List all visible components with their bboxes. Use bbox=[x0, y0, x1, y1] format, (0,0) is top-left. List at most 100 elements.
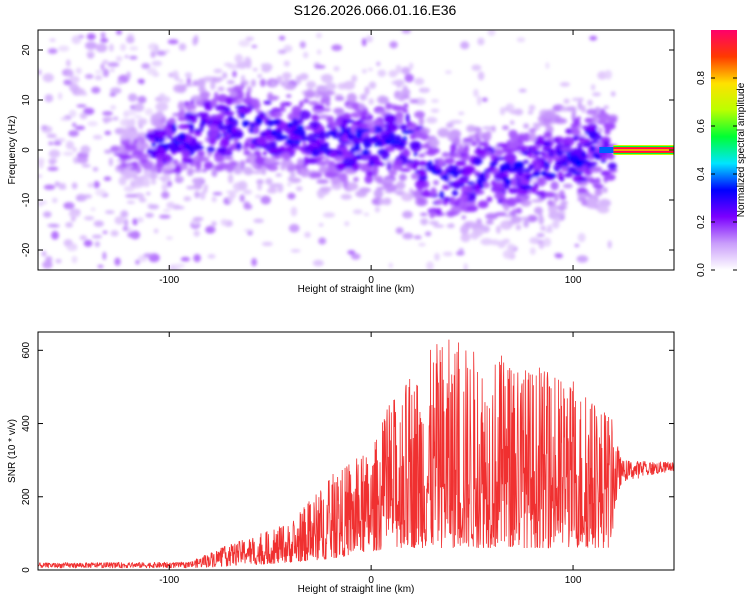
spectrogram-ridge-blob bbox=[577, 100, 582, 111]
spectrogram-ridge-blob bbox=[482, 126, 495, 130]
spectrogram-speckle bbox=[126, 200, 136, 204]
spectrogram-ridge-blob bbox=[527, 110, 534, 115]
spectrogram-ridge-blob bbox=[456, 151, 461, 159]
spectrogram-speckle bbox=[120, 210, 129, 218]
spectrogram-ridge-blob bbox=[550, 181, 559, 191]
spectrogram-ridge-blob bbox=[441, 152, 451, 158]
spectrogram-ridge-blob bbox=[203, 161, 214, 170]
spectrogram-ridge-blob bbox=[188, 129, 195, 134]
spectrogram-speckle bbox=[60, 117, 70, 121]
spectrogram-speckle bbox=[388, 262, 393, 269]
spectrogram-ridge-blob bbox=[438, 130, 450, 138]
spectrogram-speckle bbox=[220, 218, 228, 226]
spectrogram-ridge-blob bbox=[225, 190, 239, 194]
spectrogram-bright-spot bbox=[257, 118, 263, 124]
spectrogram-speckle bbox=[102, 116, 113, 122]
spectrogram-ridge-blob bbox=[166, 135, 173, 140]
spectrogram-ridge-blob bbox=[333, 66, 340, 72]
spectrogram-speckle bbox=[137, 95, 147, 104]
spectrogram-speckle bbox=[46, 133, 57, 139]
spectrogram-ridge-blob bbox=[303, 156, 309, 167]
spectrogram-ridge-blob bbox=[176, 176, 184, 182]
spectrogram-ridge-blob bbox=[517, 145, 529, 151]
spectrogram-ridge-blob bbox=[299, 100, 304, 108]
spectrogram-ridge-blob bbox=[260, 63, 272, 68]
spectrogram-ridge-blob bbox=[344, 188, 353, 192]
snr-series-line bbox=[38, 339, 674, 569]
spectrogram-bright-spot bbox=[384, 138, 390, 145]
spectrogram-ridge-blob bbox=[210, 80, 216, 90]
spectrogram-speckle bbox=[122, 226, 129, 231]
spectrogram-ridge-blob bbox=[146, 129, 154, 134]
spectrogram-speckle bbox=[331, 44, 343, 51]
spectrogram-speckle bbox=[161, 183, 168, 192]
spectrogram-speckle bbox=[47, 166, 59, 171]
spectrogram-ridge-blob bbox=[477, 200, 489, 209]
spectrogram-ridge-blob bbox=[529, 237, 540, 244]
spectrogram-ridge-blob bbox=[120, 140, 126, 145]
spectrogram-ridge-blob bbox=[178, 79, 184, 83]
spectrogram-ridge-blob bbox=[183, 101, 190, 106]
spectrogram-ridge-blob bbox=[120, 128, 131, 136]
spectrogram-ridge-blob bbox=[449, 120, 463, 124]
spectrogram-speckle bbox=[526, 215, 538, 223]
spectrogram-ridge-blob bbox=[455, 160, 467, 167]
spectrogram-ridge-blob bbox=[313, 104, 325, 110]
spectrogram-ridge-blob bbox=[320, 75, 332, 79]
spectrogram-speckle bbox=[51, 230, 59, 240]
spectrogram-ridge-blob bbox=[516, 188, 530, 196]
spectrogram-ridge-blob bbox=[282, 152, 292, 161]
spectrogram-ridge-blob bbox=[317, 90, 325, 95]
spectrogram-bright-spot bbox=[341, 129, 346, 134]
spectrogram-ridge-blob bbox=[410, 173, 420, 180]
spectrogram-ridge-blob bbox=[211, 196, 217, 203]
spectrogram-ridge-blob bbox=[466, 205, 478, 213]
snr-y-label: SNR (10 * v/v) bbox=[7, 419, 18, 483]
spectrogram-ridge-blob bbox=[434, 199, 444, 205]
spectrogram-ridge-blob bbox=[401, 129, 415, 134]
spectrogram-speckle bbox=[107, 62, 120, 68]
spectrogram-ridge-blob bbox=[327, 172, 340, 178]
spectrogram-ridge-blob bbox=[203, 101, 210, 107]
spectrogram-speckle bbox=[54, 183, 67, 187]
spectrogram-ridge-blob bbox=[231, 100, 242, 105]
spectrogram-ridge-blob bbox=[397, 125, 410, 129]
spectrogram-speckle bbox=[290, 249, 301, 253]
spectrogram-ridge-blob bbox=[199, 122, 205, 130]
spectrogram-ridge-blob bbox=[118, 144, 126, 154]
spectrogram-speckle bbox=[419, 212, 428, 216]
spectrogram-ridge-blob bbox=[461, 168, 472, 177]
spectrogram-ridge-blob bbox=[215, 104, 227, 112]
spectrogram-speckle bbox=[136, 217, 144, 223]
spectrogram-ridge-blob bbox=[430, 108, 440, 113]
spectrogram-ridge-blob bbox=[547, 224, 552, 231]
spectrogram-speckle bbox=[104, 130, 112, 136]
spectrogram-ridge-blob bbox=[426, 116, 438, 124]
spectrogram-ridge-blob bbox=[186, 170, 194, 177]
spectrogram-speckle bbox=[85, 41, 97, 50]
spectrogram-ridge-blob bbox=[559, 176, 565, 182]
spectrogram-speckle bbox=[116, 30, 122, 35]
spectrogram-ridge-blob bbox=[409, 99, 419, 104]
colorbar: 0.0 0.2 0.4 0.6 0.8 Normalized spectral ampl… bbox=[696, 30, 747, 277]
spectrogram-speckle bbox=[108, 157, 113, 167]
spectrogram-ridge-blob bbox=[414, 97, 426, 106]
spectrogram-ridge-blob bbox=[388, 70, 398, 78]
spectrogram-speckle bbox=[156, 50, 167, 56]
spectrogram-ridge-blob bbox=[597, 206, 610, 214]
spectrogram-speckle bbox=[135, 259, 140, 265]
spectrogram-ridge-blob bbox=[442, 184, 451, 190]
spectrogram-speckle bbox=[43, 211, 52, 218]
spectrogram-ridge-blob bbox=[591, 113, 599, 124]
spectrogram-speckle bbox=[389, 41, 398, 49]
spectrogram-ridge-blob bbox=[131, 161, 139, 167]
spectrogram-speckle bbox=[253, 218, 264, 223]
spectrogram-ridge-blob bbox=[515, 207, 523, 214]
spectrogram-ridge-blob bbox=[502, 125, 509, 130]
spectrogram-speckle bbox=[80, 145, 91, 155]
spectrogram-ridge-blob bbox=[328, 151, 339, 158]
y-tick-label: 400 bbox=[21, 415, 32, 432]
spectrogram-ridge-blob bbox=[186, 185, 197, 190]
spectrogram-ridge-blob bbox=[361, 149, 370, 156]
